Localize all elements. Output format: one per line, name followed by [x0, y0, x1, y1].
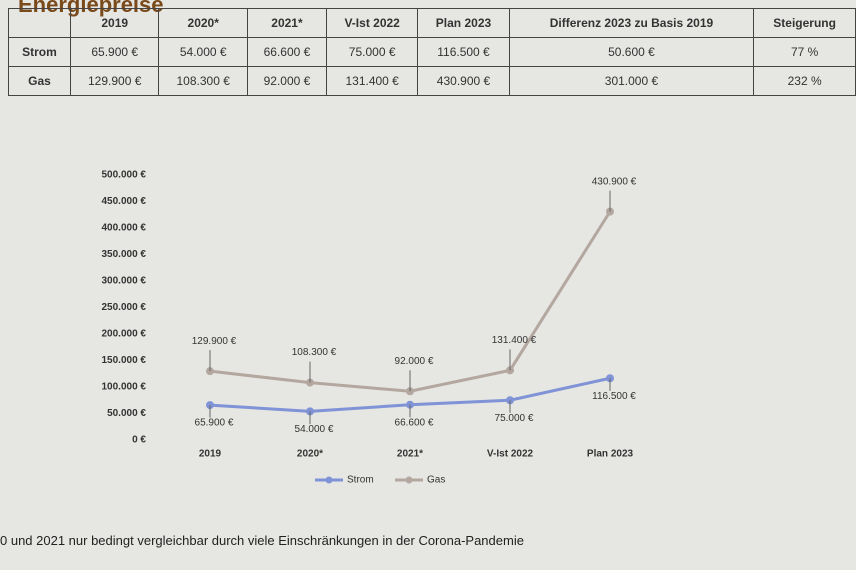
table-cell: 232 % — [753, 66, 856, 96]
y-tick-label: 100.000 € — [102, 382, 147, 393]
table-cell: 75.000 € — [325, 37, 419, 67]
y-tick-label: 350.000 € — [102, 249, 147, 260]
data-label: 92.000 € — [395, 356, 434, 367]
y-tick-label: 400.000 € — [102, 223, 147, 234]
table-header: Plan 2023 — [417, 8, 510, 38]
y-tick-label: 250.000 € — [102, 302, 147, 313]
table-cell: 129.900 € — [69, 66, 160, 96]
table-cell: 77 % — [753, 37, 856, 67]
x-tick-label: 2021* — [397, 449, 423, 460]
x-tick-label: 2020* — [297, 449, 323, 460]
table-cell: 131.400 € — [325, 66, 419, 96]
data-label: 54.000 € — [295, 424, 334, 435]
table-header: Differenz 2023 zu Basis 2019 — [508, 8, 755, 38]
x-tick-label: 2019 — [199, 449, 222, 460]
data-label: 75.000 € — [495, 413, 534, 424]
data-label: 116.500 € — [592, 391, 636, 402]
row-label: Gas — [8, 66, 71, 96]
table-cell: 301.000 € — [508, 66, 755, 96]
table-header-row: 2019 2020* 2021* V-Ist 2022 Plan 2023 Differe… — [8, 8, 856, 38]
data-label: 108.300 € — [292, 347, 337, 358]
table-row: Strom 65.900 €54.000 €66.600 €75.000 €116… — [8, 37, 856, 67]
table-corner — [8, 8, 71, 38]
legend-label: Gas — [427, 475, 445, 486]
data-label: 65.900 € — [195, 418, 234, 429]
data-label: 430.900 € — [592, 176, 637, 187]
legend-label: Strom — [347, 475, 374, 486]
row-label: Strom — [8, 37, 71, 67]
y-tick-label: 50.000 € — [107, 408, 146, 419]
data-label: 66.600 € — [395, 417, 434, 428]
table-cell: 430.900 € — [417, 66, 510, 96]
y-tick-label: 500.000 € — [102, 170, 147, 181]
y-tick-label: 0 € — [132, 435, 146, 446]
table-row: Gas 129.900 €108.300 €92.000 €131.400 €43… — [8, 66, 856, 96]
table-cell: 92.000 € — [246, 66, 328, 96]
table-cell: 108.300 € — [158, 66, 248, 96]
x-tick-label: Plan 2023 — [587, 449, 634, 460]
y-tick-label: 300.000 € — [102, 276, 147, 287]
legend-marker — [405, 476, 413, 484]
table-header: Steigerung — [753, 8, 856, 38]
table-header: 2021* — [246, 8, 328, 38]
y-tick-label: 200.000 € — [102, 329, 147, 340]
table-cell: 50.600 € — [508, 37, 755, 67]
table-cell: 66.600 € — [246, 37, 328, 67]
y-tick-label: 150.000 € — [102, 355, 147, 366]
table-cell: 54.000 € — [158, 37, 248, 67]
y-tick-label: 450.000 € — [102, 196, 147, 207]
data-table: 2019 2020* 2021* V-Ist 2022 Plan 2023 Differe… — [8, 8, 856, 96]
table-cell: 65.900 € — [69, 37, 160, 67]
data-label: 131.400 € — [492, 335, 537, 346]
table-cell: 116.500 € — [417, 37, 510, 67]
data-label: 129.900 € — [192, 336, 237, 347]
legend-marker — [325, 476, 333, 484]
footnote: 0 und 2021 nur bedingt vergleichbar durc… — [0, 533, 524, 548]
table-header: 2019 — [69, 8, 160, 38]
x-tick-label: V-Ist 2022 — [487, 449, 534, 460]
